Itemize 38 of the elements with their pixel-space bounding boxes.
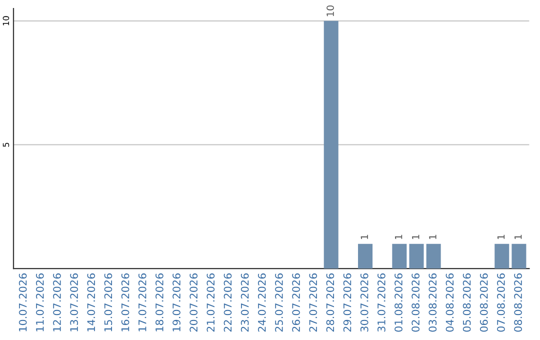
x-tick-label: 11.07.2026 [36, 273, 44, 332]
x-tick-label: 25.07.2026 [275, 273, 283, 332]
data-label: 1 [412, 234, 420, 240]
x-tick-label: 31.07.2026 [377, 273, 386, 332]
data-label: 1 [429, 234, 436, 240]
x-tick-label: 29.07.2026 [343, 273, 352, 332]
x-tick-label: 01.08.2026 [394, 273, 402, 332]
x-tick-label: 15.07.2026 [104, 273, 112, 332]
x-tick-label: 02.08.2026 [412, 273, 420, 332]
x-tick-label: 14.07.2026 [87, 273, 96, 332]
x-tick-label: 24.07.2026 [258, 273, 266, 332]
data-label: 10 [326, 5, 334, 16]
data-label: 1 [360, 234, 368, 240]
x-tick-label: 30.07.2026 [360, 273, 368, 332]
x-tick-label: 21.07.2026 [206, 273, 215, 332]
x-tick-label: 13.07.2026 [70, 273, 78, 332]
data-label: 1 [497, 234, 505, 240]
x-tick-label: 28.07.2026 [326, 273, 334, 332]
x-tick-label: 26.07.2026 [292, 273, 300, 332]
x-tick-label: 17.07.2026 [138, 273, 146, 332]
data-label: 1 [514, 234, 522, 240]
x-tick-label: 04.08.2026 [446, 273, 454, 332]
x-tick-label: 22.07.2026 [224, 273, 232, 332]
x-tick-label: 12.07.2026 [53, 273, 61, 332]
data-label: 1 [395, 234, 402, 240]
x-tick-label: 08.08.2026 [514, 273, 522, 332]
x-tick-label: 06.08.2026 [480, 273, 488, 332]
x-tick-label: 20.07.2026 [190, 273, 198, 332]
x-tick-label: 07.08.2026 [497, 273, 505, 332]
x-tick-label: 16.07.2026 [121, 273, 130, 332]
x-tick-label: 19.07.2026 [172, 273, 180, 332]
x-tick-label: 05.08.2026 [462, 273, 471, 332]
x-tick-label: 03.08.2026 [428, 273, 437, 332]
x-tick-label: 23.07.2026 [240, 273, 249, 332]
x-tick-label: 27.07.2026 [309, 273, 318, 332]
x-tick-label: 10.07.2026 [18, 273, 27, 332]
x-tick-label: 18.07.2026 [156, 273, 164, 332]
y-tick-label: 5 [2, 142, 10, 147]
